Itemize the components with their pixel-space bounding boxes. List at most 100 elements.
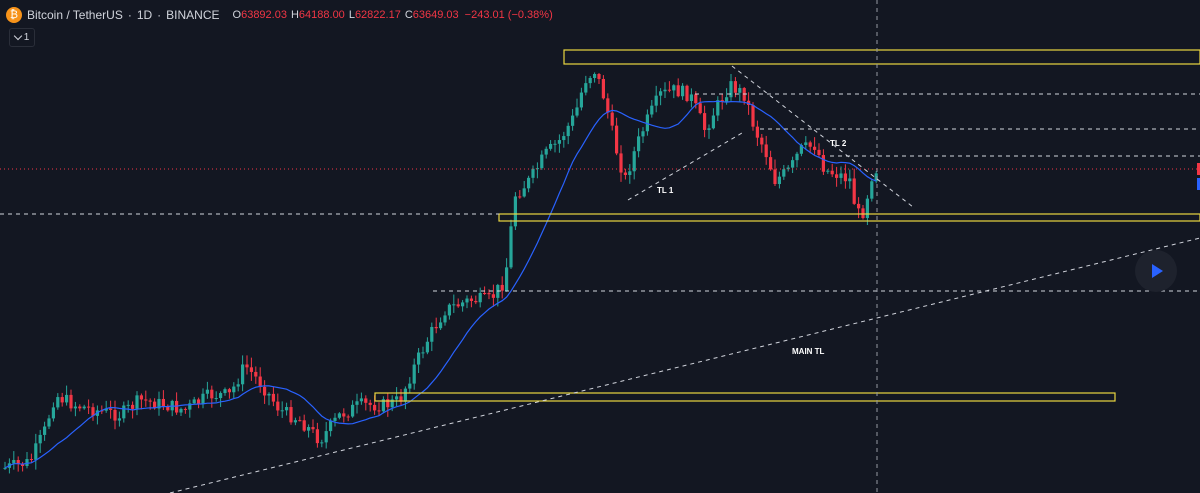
candle-body — [791, 160, 795, 168]
candle-body — [188, 403, 192, 410]
candle-body — [632, 151, 636, 172]
candle-body — [298, 420, 302, 422]
candle-body — [588, 77, 592, 84]
candle-body — [192, 399, 196, 404]
candle-body — [34, 443, 38, 460]
candle-body — [236, 384, 240, 387]
candle-body — [694, 94, 698, 104]
candle-body — [421, 352, 425, 354]
candle-body — [535, 168, 539, 170]
open-value: 63892.03 — [241, 9, 287, 21]
candle-body — [857, 203, 861, 209]
play-icon — [1152, 264, 1163, 278]
candle-body — [500, 284, 504, 291]
candle-body — [153, 401, 157, 409]
indicators-collapse-button[interactable]: 1 — [9, 28, 35, 47]
symbol-name[interactable]: Bitcoin / TetherUS — [27, 8, 123, 22]
candle-body — [522, 188, 526, 197]
demand-zone — [374, 392, 1116, 402]
candle-body — [579, 92, 583, 108]
candle-body — [513, 196, 517, 227]
candle-body — [65, 394, 69, 403]
candle-body — [729, 81, 733, 98]
candle-body — [689, 94, 693, 101]
ohlc-values: O63892.03 H64188.00 L62822.17 C63649.03 … — [233, 9, 553, 21]
candle-body — [663, 89, 667, 92]
candle-body — [681, 85, 685, 97]
candle-body — [183, 408, 187, 410]
candle-body — [610, 112, 614, 126]
candle-body — [830, 170, 834, 175]
candle-body — [874, 173, 878, 182]
candle-body — [593, 73, 597, 78]
candle-body — [412, 364, 416, 384]
candle-body — [645, 114, 649, 132]
candle-body — [329, 420, 333, 432]
price-edge-marker — [1197, 163, 1200, 175]
candle-body — [483, 293, 487, 295]
annotation-tl1: TL 1 — [657, 186, 674, 195]
candle-body — [311, 427, 315, 430]
candle-body — [43, 426, 47, 435]
candle-body — [584, 83, 588, 93]
candle-body — [826, 170, 830, 172]
candle-body — [461, 302, 465, 307]
candle-body — [456, 304, 460, 307]
bitcoin-logo-icon — [6, 7, 22, 23]
candle-body — [839, 173, 843, 178]
legend-separator: · — [157, 8, 162, 22]
candle-body — [399, 396, 403, 402]
candle-body — [232, 386, 236, 393]
candle-body — [804, 142, 808, 146]
candle-body — [760, 137, 764, 145]
symbol-interval[interactable]: 1D — [136, 8, 153, 22]
candle-body — [725, 97, 729, 102]
candle-body — [672, 85, 676, 91]
candle-body — [157, 398, 161, 409]
candle-body — [817, 149, 821, 156]
candle-body — [509, 226, 513, 268]
candle-body — [843, 173, 847, 182]
candle-body — [544, 148, 548, 155]
candle-body — [126, 404, 130, 406]
candle-body — [276, 401, 280, 411]
candle-body — [777, 176, 781, 185]
candle-body — [263, 386, 267, 396]
candle-body — [315, 429, 319, 444]
candle-body — [78, 406, 82, 409]
candle-body — [73, 406, 77, 409]
candle-body — [293, 420, 297, 423]
candle-body — [786, 167, 790, 170]
candle-body — [403, 388, 407, 402]
candle-body — [179, 408, 183, 413]
candle-body — [571, 115, 575, 126]
candle-body — [241, 364, 245, 385]
candle-body — [47, 418, 51, 427]
candle-body — [566, 125, 570, 137]
candle-body — [324, 431, 328, 443]
candle-body — [82, 406, 86, 409]
candle-body — [104, 408, 108, 411]
candle-body — [615, 125, 619, 154]
candle-body — [122, 405, 126, 419]
candle-body — [368, 402, 372, 405]
candle-body — [465, 298, 469, 303]
candle-body — [764, 144, 768, 158]
candle-body — [474, 300, 478, 303]
candle-body — [430, 326, 434, 342]
candle-body — [25, 459, 29, 466]
annotation-tl2: TL 2 — [830, 139, 847, 148]
candle-body — [245, 364, 249, 368]
candle-body — [575, 107, 579, 116]
candle-body — [302, 420, 306, 431]
candle-body — [254, 371, 258, 377]
candle-body — [386, 399, 390, 408]
candle-body — [698, 103, 702, 114]
candle-body — [619, 153, 623, 173]
replay-button[interactable] — [1135, 250, 1177, 292]
candle-body — [553, 143, 557, 145]
candle-body — [443, 315, 447, 323]
candle-body — [549, 143, 553, 149]
